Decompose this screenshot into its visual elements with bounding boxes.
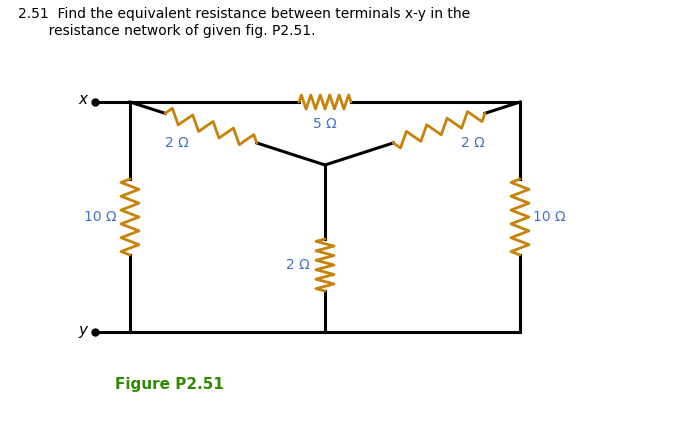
Text: 2 Ω: 2 Ω [461,136,485,150]
Text: resistance network of given fig. P2.51.: resistance network of given fig. P2.51. [18,24,316,38]
Text: 5 Ω: 5 Ω [313,117,337,131]
Text: 2 Ω: 2 Ω [286,258,310,272]
Text: Figure P2.51: Figure P2.51 [115,377,224,392]
Text: 10 Ω: 10 Ω [533,210,566,224]
Text: 2 Ω: 2 Ω [165,136,189,150]
Text: y: y [78,323,87,337]
Text: x: x [78,93,87,108]
Text: 10 Ω: 10 Ω [84,210,117,224]
Text: 2.51  Find the equivalent resistance between terminals x-y in the: 2.51 Find the equivalent resistance betw… [18,7,470,21]
